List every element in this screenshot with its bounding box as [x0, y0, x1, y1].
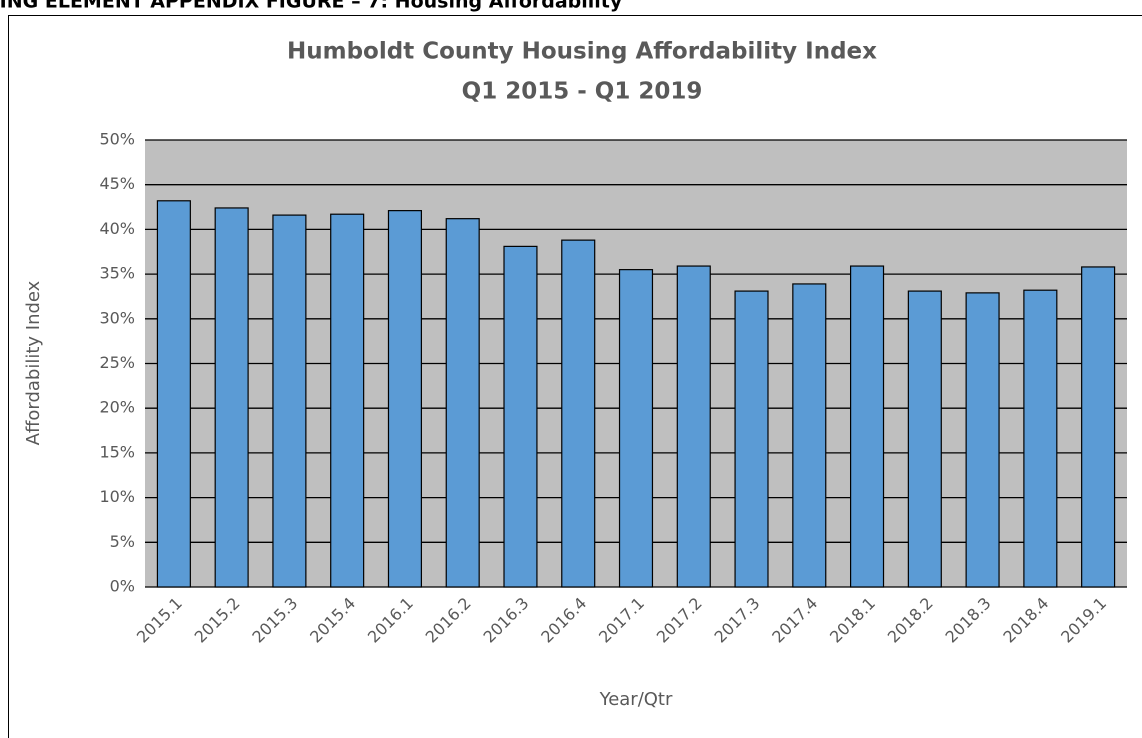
bar	[849, 265, 885, 588]
y-tick-label: 10%	[99, 487, 135, 506]
bar	[1081, 266, 1116, 588]
y-tick-label: 40%	[99, 219, 135, 238]
x-tick-label: 2017.3	[711, 594, 764, 647]
bar	[503, 245, 538, 588]
bar	[676, 265, 711, 588]
bar	[792, 283, 827, 588]
x-tick-label: 2016.2	[422, 594, 475, 647]
x-tick-label: 2017.4	[768, 594, 821, 647]
y-tick-label: 45%	[99, 174, 135, 193]
chart-border	[8, 15, 1142, 738]
y-tick-label: 15%	[99, 442, 135, 461]
x-tick-label: 2015.3	[248, 594, 301, 647]
bar	[618, 269, 654, 588]
x-tick-label: 2018.3	[942, 594, 995, 647]
bar	[156, 200, 191, 588]
y-tick-label: 25%	[99, 353, 135, 372]
bar	[965, 292, 1000, 588]
x-tick-label: 2017.2	[653, 594, 706, 647]
y-tick-label: 35%	[99, 264, 135, 283]
chart-subtitle: Q1 2015 - Q1 2019	[462, 79, 703, 105]
y-tick-label: 30%	[99, 308, 135, 327]
y-tick-label: 20%	[99, 398, 135, 417]
bar	[214, 207, 249, 588]
x-tick-label: 2015.4	[306, 594, 359, 647]
y-axis-title: Affordability Index	[23, 280, 44, 445]
x-tick-label: 2018.2	[884, 594, 937, 647]
bar	[445, 218, 480, 588]
chart-title: Humboldt County Housing Affordability In…	[287, 39, 877, 65]
y-tick-label: 50%	[99, 130, 135, 149]
x-tick-label: 2017.1	[595, 594, 648, 647]
x-axis-title: Year/Qtr	[599, 689, 673, 710]
y-tick-label: 0%	[110, 577, 135, 596]
bar	[272, 214, 307, 588]
bar	[387, 210, 423, 588]
x-tick-label: 2016.4	[537, 594, 590, 647]
x-tick-label: 2019.1	[1057, 594, 1110, 647]
bar	[561, 239, 596, 588]
x-tick-label: 2016.3	[479, 594, 532, 647]
x-tick-label: 2016.1	[364, 594, 417, 647]
x-tick-label: 2015.2	[191, 594, 244, 647]
bar	[907, 290, 942, 588]
page-header: SING ELEMENT APPENDIX FIGURE – 7: Housin…	[0, 0, 623, 13]
x-tick-label: 2018.1	[826, 594, 879, 647]
bar	[330, 213, 365, 588]
x-tick-label: 2018.4	[999, 594, 1052, 647]
bar	[734, 290, 769, 588]
y-tick-label: 5%	[110, 532, 135, 551]
x-tick-label: 2015.1	[133, 594, 186, 647]
bar	[1023, 289, 1058, 588]
